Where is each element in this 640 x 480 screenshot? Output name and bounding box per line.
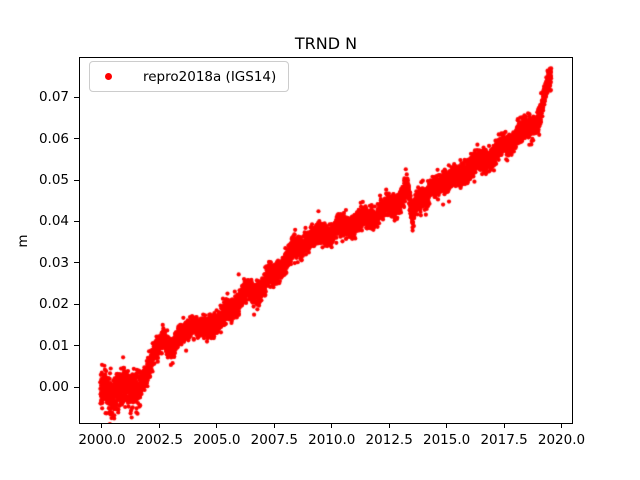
y-tick-label: 0.03 <box>38 254 69 271</box>
y-tick-label: 0.05 <box>38 172 69 189</box>
x-tick-mark <box>561 424 562 428</box>
y-tick-label: 0.04 <box>38 213 69 230</box>
x-tick-mark <box>446 424 448 428</box>
y-tick-label: 0.02 <box>38 296 69 313</box>
y-tick-mark <box>74 179 79 181</box>
x-tick-label: 2000.0 <box>78 432 126 448</box>
x-tick-label: 2017.5 <box>480 432 528 448</box>
x-tick-mark <box>216 424 218 428</box>
y-tick-mark <box>74 138 79 140</box>
y-tick-mark <box>74 96 79 98</box>
y-tick-label: 0.06 <box>38 130 69 147</box>
x-tick-mark <box>331 424 333 428</box>
x-tick-mark <box>158 424 160 428</box>
legend-marker-dot <box>105 73 112 80</box>
y-tick-mark <box>74 262 79 264</box>
x-tick-label: 2005.0 <box>193 432 241 448</box>
x-tick-mark <box>101 424 103 428</box>
x-tick-mark <box>503 424 505 428</box>
legend: repro2018a (IGS14) <box>89 61 290 92</box>
y-tick-mark <box>74 303 79 305</box>
y-tick-mark <box>74 220 79 222</box>
x-tick-mark <box>273 424 275 428</box>
x-tick-label: 2010.0 <box>308 432 356 448</box>
x-tick-label: 2012.5 <box>365 432 413 448</box>
legend-label: repro2018a (IGS14) <box>143 68 277 85</box>
y-tick-label: 0.00 <box>38 379 69 396</box>
chart-title: TRND N <box>294 34 358 53</box>
y-axis-label: m <box>15 234 31 248</box>
x-tick-label: 2020.0 <box>537 432 586 448</box>
y-tick-mark <box>74 345 79 347</box>
y-tick-mark <box>74 386 79 388</box>
x-tick-label: 2015.0 <box>423 432 471 448</box>
x-tick-label: 2002.5 <box>135 432 184 448</box>
y-tick-label: 0.01 <box>38 337 69 354</box>
x-tick-mark <box>388 424 390 428</box>
y-tick-label: 0.07 <box>38 89 69 106</box>
scatter-plot-canvas <box>79 57 573 424</box>
x-tick-label: 2007.5 <box>250 432 298 448</box>
